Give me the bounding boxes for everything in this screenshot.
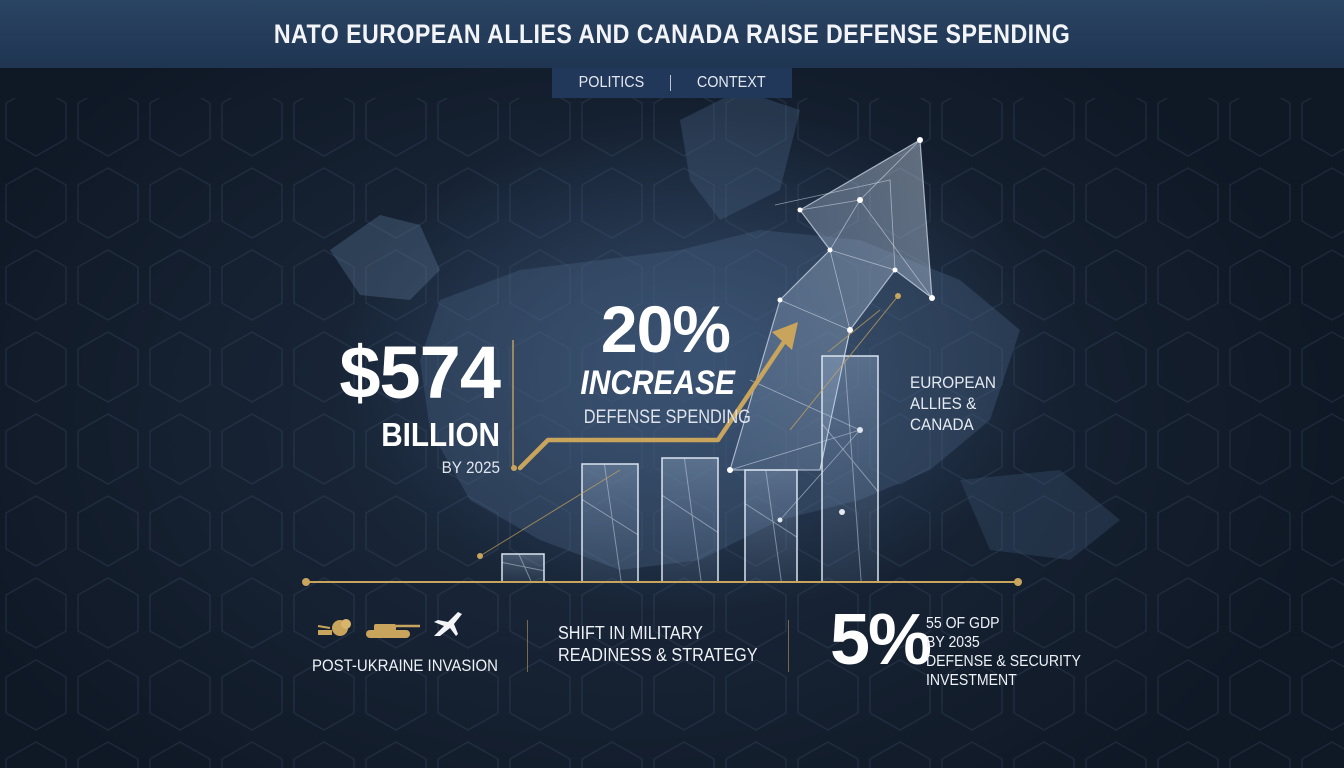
gdp-target-text: 55 OF GDP BY 2035 DEFENSE & SECURITY INV… (926, 614, 1081, 690)
trend-line (517, 327, 795, 471)
region-line-2: ALLIES & (910, 394, 977, 413)
increase-value: 20% (600, 292, 731, 366)
bar-facet-1 (501, 553, 545, 583)
trend-arrowhead-icon (772, 322, 798, 350)
bar-series (501, 355, 879, 583)
spending-value: $574 (339, 331, 501, 414)
bottom-divider-1 (527, 620, 528, 672)
post-invasion-label: POST-UKRAINE INVASION (312, 656, 498, 675)
bar-1 (501, 553, 545, 583)
title-banner: NATO EUROPEAN ALLIES AND CANADA RAISE DE… (0, 0, 1344, 68)
bar-3 (661, 457, 719, 583)
bar-facet-2 (581, 463, 639, 583)
readiness-line-1: SHIFT IN MILITARY (558, 623, 703, 643)
bar-facet-3 (661, 457, 719, 583)
region-line-1: EUROPEAN (910, 373, 996, 392)
stat-divider (512, 340, 514, 466)
gdp-line-3: DEFENSE & SECURITY (926, 653, 1081, 670)
bar-2 (581, 463, 639, 583)
bottom-divider-2 (788, 620, 789, 672)
tab-politics[interactable]: POLITICS (578, 74, 645, 91)
fighter-jet-icon (434, 612, 462, 636)
bar-facet-4 (744, 469, 798, 583)
tank-icon (366, 624, 420, 638)
increase-sub: DEFENSE SPENDING (583, 407, 751, 428)
increase-stat: 20% INCREASE DEFENSE SPENDING (560, 292, 751, 429)
tab-context[interactable]: CONTEXT (696, 74, 766, 91)
spending-stat: $574 BILLION BY 2025 (300, 331, 501, 478)
spending-unit: BILLION (381, 416, 500, 453)
readiness-line-2: READINESS & STRATEGY (558, 645, 758, 665)
military-icons (316, 610, 464, 640)
page-title: NATO EUROPEAN ALLIES AND CANADA RAISE DE… (273, 18, 1071, 49)
bar-5 (821, 355, 879, 583)
category-tabs: POLITICS CONTEXT (552, 68, 792, 98)
gdp-target-value: 5% (830, 600, 932, 680)
region-line-3: CANADA (910, 415, 974, 434)
region-label: EUROPEAN ALLIES & CANADA (910, 372, 1009, 435)
increase-label: INCREASE (580, 364, 736, 402)
tab-divider (669, 75, 671, 91)
guide-lines (479, 295, 899, 557)
readiness-label: SHIFT IN MILITARY READINESS & STRATEGY (558, 622, 758, 666)
explosion-icon (317, 619, 351, 636)
bar-facet-5 (821, 355, 879, 583)
spending-date: BY 2025 (441, 458, 500, 477)
gdp-line-2: BY 2035 (926, 634, 980, 651)
gdp-line-1: 55 OF GDP (926, 615, 1000, 632)
bar-4 (744, 469, 798, 583)
gdp-line-4: INVESTMENT (926, 672, 1017, 689)
